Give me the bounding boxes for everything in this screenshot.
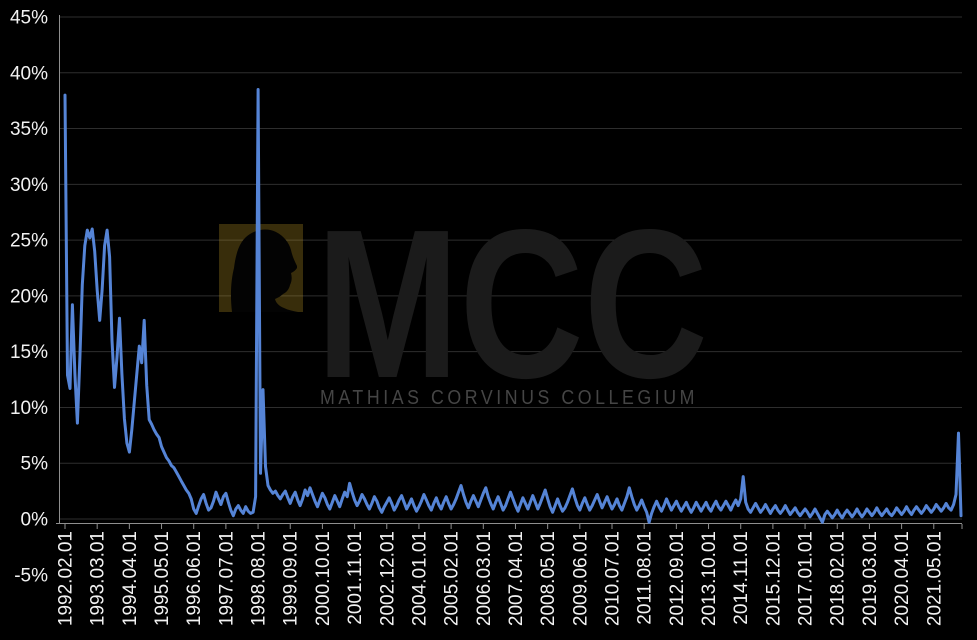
- gridlines: [59, 16, 962, 520]
- x-tick-label: 2012.09.01: [667, 531, 688, 626]
- x-tick-label: 1994.04.01: [120, 531, 141, 626]
- x-tick-label: 2005.02.01: [442, 531, 463, 626]
- y-tick-label: -5%: [14, 565, 48, 586]
- x-tick-label: 1999.09.01: [281, 531, 302, 626]
- data-series-line: [63, 88, 963, 524]
- x-tick-label: 1993.03.01: [88, 531, 109, 626]
- x-tick-label: 1996.06.01: [184, 531, 205, 626]
- y-tick-label: 40%: [10, 63, 48, 84]
- x-tick-label: 2002.12.01: [377, 531, 398, 626]
- x-tick-label: 2015.12.01: [763, 531, 784, 626]
- x-tick-label: 2010.07.01: [603, 531, 624, 626]
- x-tick-label: 1998.08.01: [249, 531, 270, 626]
- x-tick-label: 2021.05.01: [924, 531, 945, 626]
- x-tick-label: 2017.01.01: [796, 531, 817, 626]
- y-tick-label: 25%: [10, 231, 48, 252]
- x-tick-label: 2018.02.01: [828, 531, 849, 626]
- x-tick-label: 2014.11.01: [731, 531, 752, 625]
- x-tick-label: 2013.10.01: [699, 531, 720, 626]
- x-tick-label: 1995.05.01: [152, 531, 173, 626]
- x-tick-label: 1997.07.01: [216, 531, 237, 626]
- y-tick-label: 45%: [10, 8, 48, 29]
- axis-tick-labels: 1992.02.01 1993.03.01 1994.04.01 1995.05.01…: [10, 8, 945, 627]
- x-tick-label: 2006.03.01: [474, 531, 495, 626]
- y-tick-label: 35%: [10, 119, 48, 140]
- watermark-subtitle: MATHIAS CORVINUS COLLEGIUM: [320, 387, 698, 409]
- x-tick-label: 2009.06.01: [570, 531, 591, 626]
- y-tick-label: 0%: [21, 510, 49, 531]
- y-tick-label: 15%: [10, 342, 48, 363]
- y-tick-label: 30%: [10, 175, 48, 196]
- x-tick-label: 2020.04.01: [892, 531, 913, 626]
- x-tick-label: 2008.05.01: [538, 531, 559, 626]
- axes: [56, 15, 963, 529]
- y-tick-label: 5%: [21, 454, 49, 475]
- x-tick-label: 2000.10.01: [313, 531, 334, 626]
- x-tick-label: 2011.08.01: [635, 531, 656, 625]
- y-tick-label: 10%: [10, 398, 48, 419]
- x-tick-label: 1992.02.01: [56, 531, 77, 626]
- x-tick-label: 2004.01.01: [409, 531, 430, 626]
- corvinus-silhouette-icon: [230, 229, 298, 312]
- watermark-logo-text: MCC: [316, 185, 708, 422]
- x-tick-label: 2019.03.01: [860, 531, 881, 626]
- x-tick-label: 2007.04.01: [506, 531, 527, 626]
- data-series: [63, 88, 963, 524]
- y-tick-label: 20%: [10, 286, 48, 307]
- x-tick-label: 2001.11.01: [345, 531, 366, 625]
- mcc-watermark: MCC MATHIAS CORVINUS COLLEGIUM: [219, 185, 708, 422]
